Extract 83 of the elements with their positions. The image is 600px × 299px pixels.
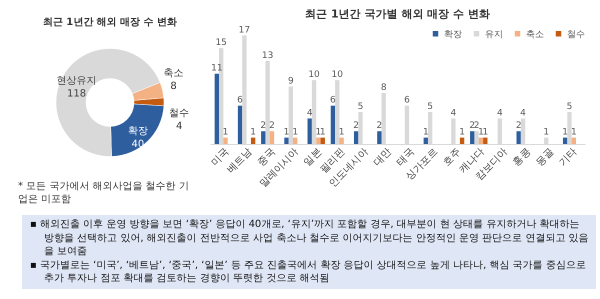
data-label: 5	[566, 102, 572, 112]
bar	[330, 106, 336, 144]
data-label: 2	[516, 121, 522, 132]
data-label: 1	[570, 128, 577, 138]
data-label: 9	[288, 76, 294, 86]
data-label: 2	[269, 121, 275, 132]
data-label: 1	[543, 128, 550, 138]
bar	[377, 131, 382, 144]
x-tick-label: 기타	[558, 146, 580, 168]
bar	[339, 138, 344, 144]
bar	[478, 138, 484, 144]
data-label: 1	[482, 128, 488, 138]
data-label: 17	[238, 25, 250, 36]
legend-label: 철수	[567, 30, 585, 40]
bar	[483, 138, 488, 144]
data-label: 6	[237, 96, 244, 106]
bar	[424, 138, 428, 144]
data-label: 8	[170, 81, 177, 92]
bar	[354, 131, 358, 144]
data-label: 4	[450, 108, 457, 118]
data-label: 1	[459, 128, 465, 138]
data-label: 4	[306, 108, 313, 118]
legend-label: 축소	[526, 30, 544, 40]
text: * 모든 국가에서 해외사업을 철수한 기업은 미포함	[18, 180, 190, 206]
data-label: 118	[67, 88, 86, 100]
bar	[293, 138, 298, 144]
data-label: 15	[215, 38, 227, 48]
bar	[223, 138, 228, 144]
bar	[238, 106, 242, 144]
data-label: 8	[380, 82, 387, 93]
x-tick-label: 대만	[372, 146, 394, 168]
data-label: 5	[358, 102, 364, 112]
data-label: 2	[260, 121, 266, 132]
bar	[214, 74, 219, 144]
data-label: 4	[176, 120, 182, 132]
bar	[316, 138, 321, 144]
slice-label: 확장	[128, 126, 148, 138]
x-tick-label: 몽골	[534, 146, 556, 168]
data-label: 1	[422, 128, 429, 138]
bar	[470, 131, 474, 144]
data-label: 1	[478, 128, 484, 138]
data-label: 10	[332, 70, 344, 80]
x-tick-label: 홍콩	[511, 146, 533, 168]
data-label: 11	[211, 64, 223, 74]
bar	[308, 118, 312, 144]
data-label: 2	[353, 121, 360, 132]
legend-label: 유지	[485, 30, 503, 40]
data-label: 2	[469, 121, 476, 132]
slice-label: 현상유지	[56, 76, 97, 87]
data-label: 4	[496, 108, 503, 118]
donut-slice	[56, 48, 160, 157]
data-label: 6	[330, 96, 336, 106]
data-label: 1	[338, 128, 344, 138]
chart-title: 최근 1년간 해외 매장 수 변화	[42, 17, 178, 28]
data-label: 1	[320, 128, 326, 138]
text: ▪ 해외진출 이후 운영 방향을 보면 ‘확장’ 응답이 40개로, ‘유지’까지 포함할 경우, 대부분이 현 상태를 유지하거나 확대하는 방향을 선택하고 있어, 해외진출이 전반적으로 사업 축소나 철수로 이어지기보다는 안정적인 운영 판단으로 연결되고 있음을 보여줌	[30, 218, 590, 258]
bar	[270, 131, 274, 144]
data-label: 1	[316, 128, 322, 138]
data-label: 5	[427, 102, 434, 112]
bar	[516, 131, 521, 144]
bar	[284, 138, 289, 144]
bar	[320, 138, 325, 144]
data-label: 2	[376, 121, 382, 132]
data-label: 13	[262, 50, 274, 61]
data-label: 6	[404, 96, 410, 106]
bar	[460, 138, 464, 144]
legend-label: 확장	[444, 30, 462, 40]
data-label: 1	[222, 128, 228, 138]
data-label: 10	[308, 70, 320, 80]
bar	[250, 138, 256, 144]
data-label: 1	[292, 128, 298, 138]
bar	[572, 138, 576, 144]
slice-label: 축소	[164, 68, 184, 80]
bar	[562, 138, 568, 144]
bar	[261, 131, 266, 144]
text: ▪ 국가별로는 ‘미국’, ‘베트남’, ‘중국’, ‘일본’ 등 주요 진출국에서 확장 응답이 상대적으로 높게 나타나, 핵심 국가를 중심으로 추가 투자나 점포 확대를 검토하는 경향이 뚜렷한 것으로 해석됨	[30, 258, 587, 286]
data-label: 1	[250, 128, 256, 138]
data-label: 4	[520, 108, 526, 118]
slice-label: 철수	[169, 108, 190, 119]
data-label: 2	[474, 121, 480, 132]
data-label: 1	[284, 128, 290, 138]
chart-title: 최근 1년간 국가별 해외 매장 수 변화	[305, 7, 490, 20]
data-label: 1	[562, 128, 568, 138]
